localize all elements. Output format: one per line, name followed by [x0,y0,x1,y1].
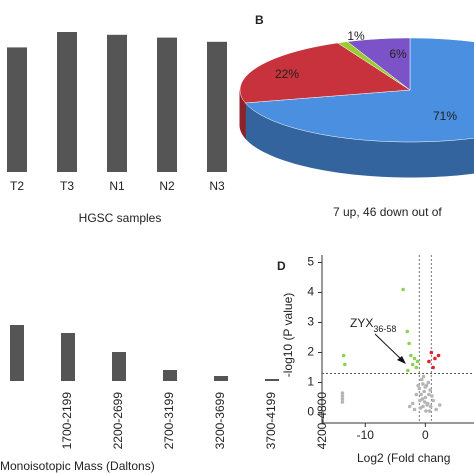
bar [10,325,24,381]
point [420,397,425,401]
point [424,409,428,413]
point [407,404,412,409]
point [409,353,413,358]
x-tick-label: 0 [422,428,429,442]
point [340,394,345,398]
x-tick-label: -10 [357,428,375,442]
point [428,388,432,392]
pie-slice [346,37,411,91]
point [417,386,422,391]
point [410,401,415,406]
point [428,404,433,409]
y-axis-label: -log10 (P value) [281,293,295,378]
y-tick-label: 3 [307,315,314,329]
slice-label: 22% [275,67,299,81]
bar [157,37,177,172]
chart-title: 7 up, 46 down out of [333,205,442,219]
x-tick-label: 3200-3699 [213,392,227,450]
point [419,377,424,382]
point [430,394,434,398]
point [414,365,419,370]
point [415,359,420,364]
point [410,362,415,367]
y-tick-label: 5 [307,255,314,269]
x-axis-label: HGSC samples [79,211,162,225]
point [427,409,432,413]
x-tick-label: 3700-4199 [264,392,278,450]
bar [214,376,228,381]
point [407,341,411,346]
bar [112,352,126,381]
point [343,362,347,367]
point [340,397,345,401]
point [426,380,431,385]
point [341,353,346,358]
point [340,400,345,404]
y-tick-label: 1 [307,375,314,389]
y-tick-label: 0 [307,405,314,419]
point [427,359,431,364]
point [437,403,442,407]
point [431,398,435,403]
annotation: ZYX36-58 [350,316,396,334]
slice-label: 71% [433,109,457,123]
bar [61,333,75,381]
x-tick-label: N2 [159,179,175,193]
point [401,287,405,292]
point [421,374,426,379]
x-tick-label: 2700-3199 [162,392,176,450]
point [414,392,419,397]
bar [207,41,227,172]
point [340,391,345,395]
y-tick-label: 2 [307,345,314,359]
point [406,368,410,373]
annotation-text: ZYX [350,316,373,330]
x-tick-label: 2200-2699 [111,392,125,450]
x-axis-label: Monoisotopic Mass (Daltons) [0,459,155,473]
point [436,353,441,358]
point [405,329,410,334]
point [412,356,417,361]
bar [163,370,177,381]
bar [265,379,279,381]
panel-label: D [277,259,286,273]
x-tick-label: N3 [209,179,225,193]
slice-label: 6% [389,47,407,61]
x-tick-label: 1700-2199 [60,392,74,450]
point [419,392,423,397]
y-tick-label: 4 [307,285,314,299]
bar [107,34,127,172]
point [425,403,429,407]
bar [57,32,77,172]
x-axis-label: Log2 (Fold chang [357,451,450,465]
point [429,350,434,355]
point [416,383,420,388]
annotation-subscript: 36-58 [373,324,396,334]
point [422,389,426,394]
point [433,356,437,361]
x-tick-label: T3 [60,179,74,193]
x-tick-label: N1 [109,179,125,193]
panel-label: B [255,13,264,27]
point [423,395,428,400]
bar [7,47,27,172]
point [431,365,435,370]
point [421,382,425,386]
pie-slice [244,37,474,143]
point [423,385,428,389]
point [418,406,423,410]
annotation-arrow [374,333,404,362]
x-tick-label: T2 [10,179,24,193]
arrow-head [397,356,406,364]
pie-slice [239,42,411,104]
point [434,407,438,412]
point [422,400,427,404]
point [412,407,417,412]
slice-label: 1% [347,29,365,43]
point [427,392,431,397]
